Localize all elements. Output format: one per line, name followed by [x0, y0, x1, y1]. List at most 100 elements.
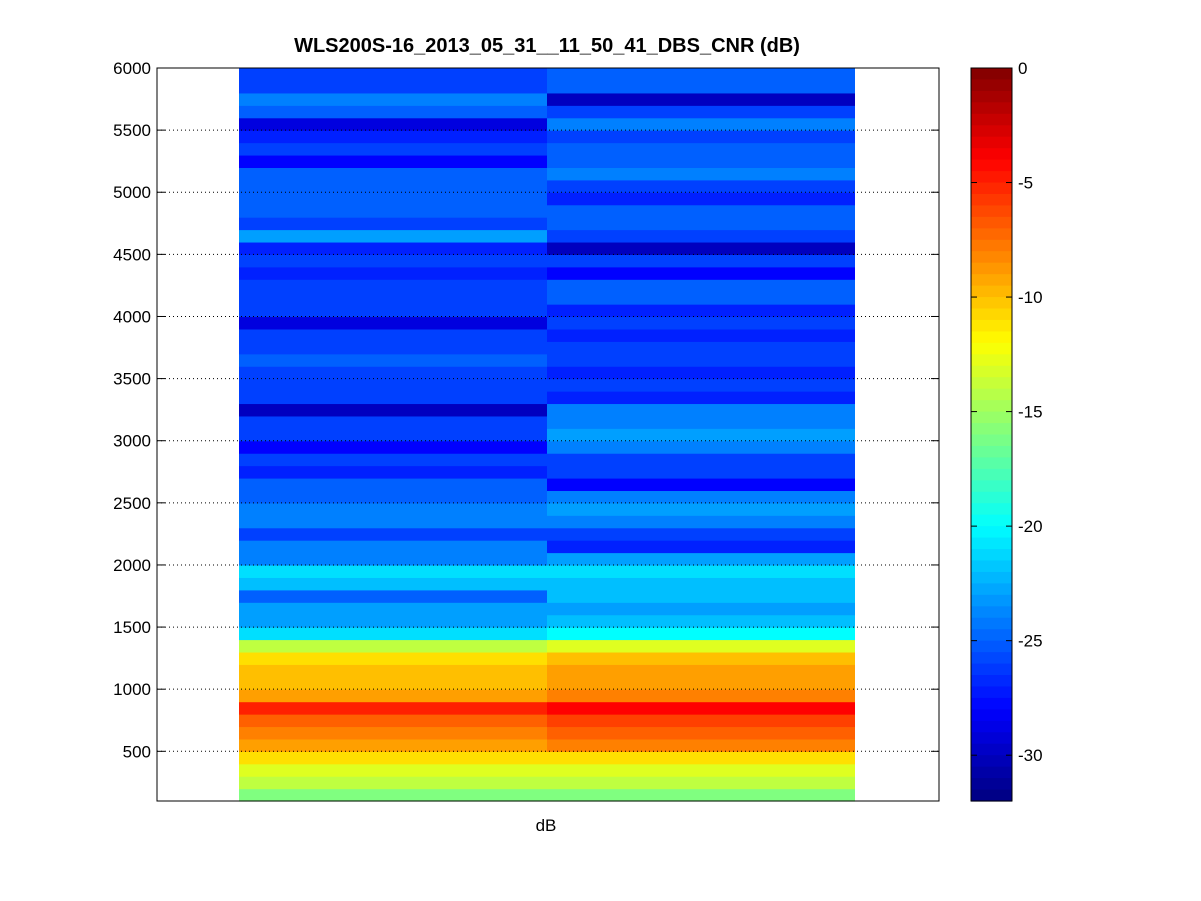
- heatmap-cell-col1: [239, 204, 547, 218]
- colorbar-segment: [971, 697, 1012, 710]
- y-tick-label: 2500: [113, 494, 151, 513]
- colorbar-segment: [971, 720, 1012, 733]
- heatmap-cell-col2: [547, 92, 855, 106]
- heatmap-cell-col2: [547, 366, 855, 380]
- heatmap-cell-col1: [239, 763, 547, 777]
- heatmap-cell-col1: [239, 776, 547, 790]
- colorbar-segment: [971, 594, 1012, 607]
- heatmap-cell-col1: [239, 465, 547, 479]
- heatmap-cell-col2: [547, 515, 855, 529]
- colorbar-segment: [971, 617, 1012, 630]
- colorbar-segment: [971, 354, 1012, 367]
- heatmap-cell-col1: [239, 738, 547, 752]
- heatmap-cell-col1: [239, 664, 547, 678]
- heatmap-cell-col1: [239, 80, 547, 94]
- heatmap-cell-col2: [547, 614, 855, 628]
- heatmap-cell-col2: [547, 378, 855, 392]
- colorbar: [971, 68, 1012, 802]
- heatmap-cell-col1: [239, 602, 547, 616]
- heatmap-cell-col1: [239, 701, 547, 715]
- heatmap-cell-col1: [239, 167, 547, 181]
- heatmap-cell-col1: [239, 266, 547, 280]
- heatmap-cell-col2: [547, 254, 855, 268]
- heatmap-cell-col2: [547, 502, 855, 516]
- heatmap-cell-col2: [547, 751, 855, 765]
- heatmap-cell-col1: [239, 366, 547, 380]
- y-tick-label: 4500: [113, 245, 151, 264]
- colorbar-segment: [971, 342, 1012, 355]
- colorbar-segment: [971, 445, 1012, 459]
- heatmap-cell-col1: [239, 192, 547, 206]
- heatmap-cell-col1: [239, 328, 547, 342]
- heatmap-cell-col2: [547, 763, 855, 777]
- heatmap-cell-col1: [239, 341, 547, 355]
- heatmap-cell-col2: [547, 154, 855, 168]
- heatmap-cell-col1: [239, 676, 547, 690]
- heatmap-cell-col2: [547, 527, 855, 541]
- colorbar-segment: [971, 308, 1012, 321]
- heatmap-cell-col1: [239, 552, 547, 566]
- colorbar-segment: [971, 503, 1012, 516]
- heatmap-cell-col1: [239, 142, 547, 156]
- colorbar-segment: [971, 400, 1012, 413]
- heatmap-cell-col2: [547, 142, 855, 156]
- colorbar-segment: [971, 686, 1012, 699]
- heatmap-cell-col1: [239, 217, 547, 231]
- colorbar-segment: [971, 388, 1012, 401]
- colorbar-segment: [971, 239, 1012, 252]
- colorbar-segment: [971, 766, 1012, 779]
- colorbar-tick-label: -20: [1018, 517, 1043, 536]
- heatmap-cell-col1: [239, 229, 547, 243]
- y-tick-label: 4000: [113, 307, 151, 326]
- heatmap-cell-col2: [547, 403, 855, 417]
- heatmap-cell-col1: [239, 353, 547, 367]
- y-axis-ticks: 500 1000 1500 2000 2500 3000 3500 4000 4500 5000 5…: [113, 59, 939, 761]
- heatmap-cell-col1: [239, 92, 547, 106]
- y-tick-label: 2000: [113, 556, 151, 575]
- heatmap-cell-col1: [239, 540, 547, 554]
- colorbar-segment: [971, 331, 1012, 344]
- heatmap-cell-col2: [547, 204, 855, 218]
- colorbar-segment: [971, 640, 1012, 653]
- heatmap-cell-col1: [239, 564, 547, 578]
- heatmap-cell-col1: [239, 651, 547, 665]
- colorbar-tick-label: -15: [1018, 403, 1043, 422]
- colorbar-segment: [971, 709, 1012, 722]
- colorbar-segment: [971, 675, 1012, 688]
- y-tick-label: 3000: [113, 432, 151, 451]
- heatmap-cell-col2: [547, 440, 855, 454]
- colorbar-frame: [970, 67, 1013, 802]
- heatmap-cell-col2: [547, 651, 855, 665]
- heatmap-cell-col1: [239, 639, 547, 653]
- colorbar-segment: [971, 171, 1012, 184]
- colorbar-segment: [971, 148, 1012, 161]
- heatmap-cell-col2: [547, 490, 855, 504]
- heatmap-cell-col1: [239, 154, 547, 168]
- heatmap-cell-col2: [547, 291, 855, 305]
- heatmap-cell-col2: [547, 664, 855, 678]
- heatmap-cell-col1: [239, 751, 547, 765]
- colorbar-segment: [971, 228, 1012, 241]
- colorbar-segment: [971, 549, 1012, 562]
- heatmap-cell-col1: [239, 403, 547, 417]
- heatmap-cell-col2: [547, 453, 855, 467]
- colorbar-segment: [971, 193, 1012, 207]
- heatmap-cell-col2: [547, 341, 855, 355]
- colorbar-segment: [971, 537, 1012, 550]
- heatmap-cell-col2: [547, 316, 855, 330]
- heatmap-cell-col1: [239, 477, 547, 492]
- heatmap-cell-col1: [239, 304, 547, 318]
- colorbar-segment: [971, 423, 1012, 436]
- heatmap-cell-col1: [239, 254, 547, 268]
- colorbar-tick-label: -30: [1018, 746, 1043, 765]
- colorbar-segment: [971, 457, 1012, 470]
- heatmap-cell-col2: [547, 714, 855, 728]
- plot-frame: [156, 67, 940, 802]
- heatmap-cell-col2: [547, 304, 855, 318]
- colorbar-segment: [971, 90, 1012, 103]
- colorbar-segment: [971, 377, 1012, 390]
- heatmap-cell-col2: [547, 279, 855, 293]
- heatmap-cell-col2: [547, 776, 855, 790]
- heatmap-cell-col2: [547, 68, 855, 82]
